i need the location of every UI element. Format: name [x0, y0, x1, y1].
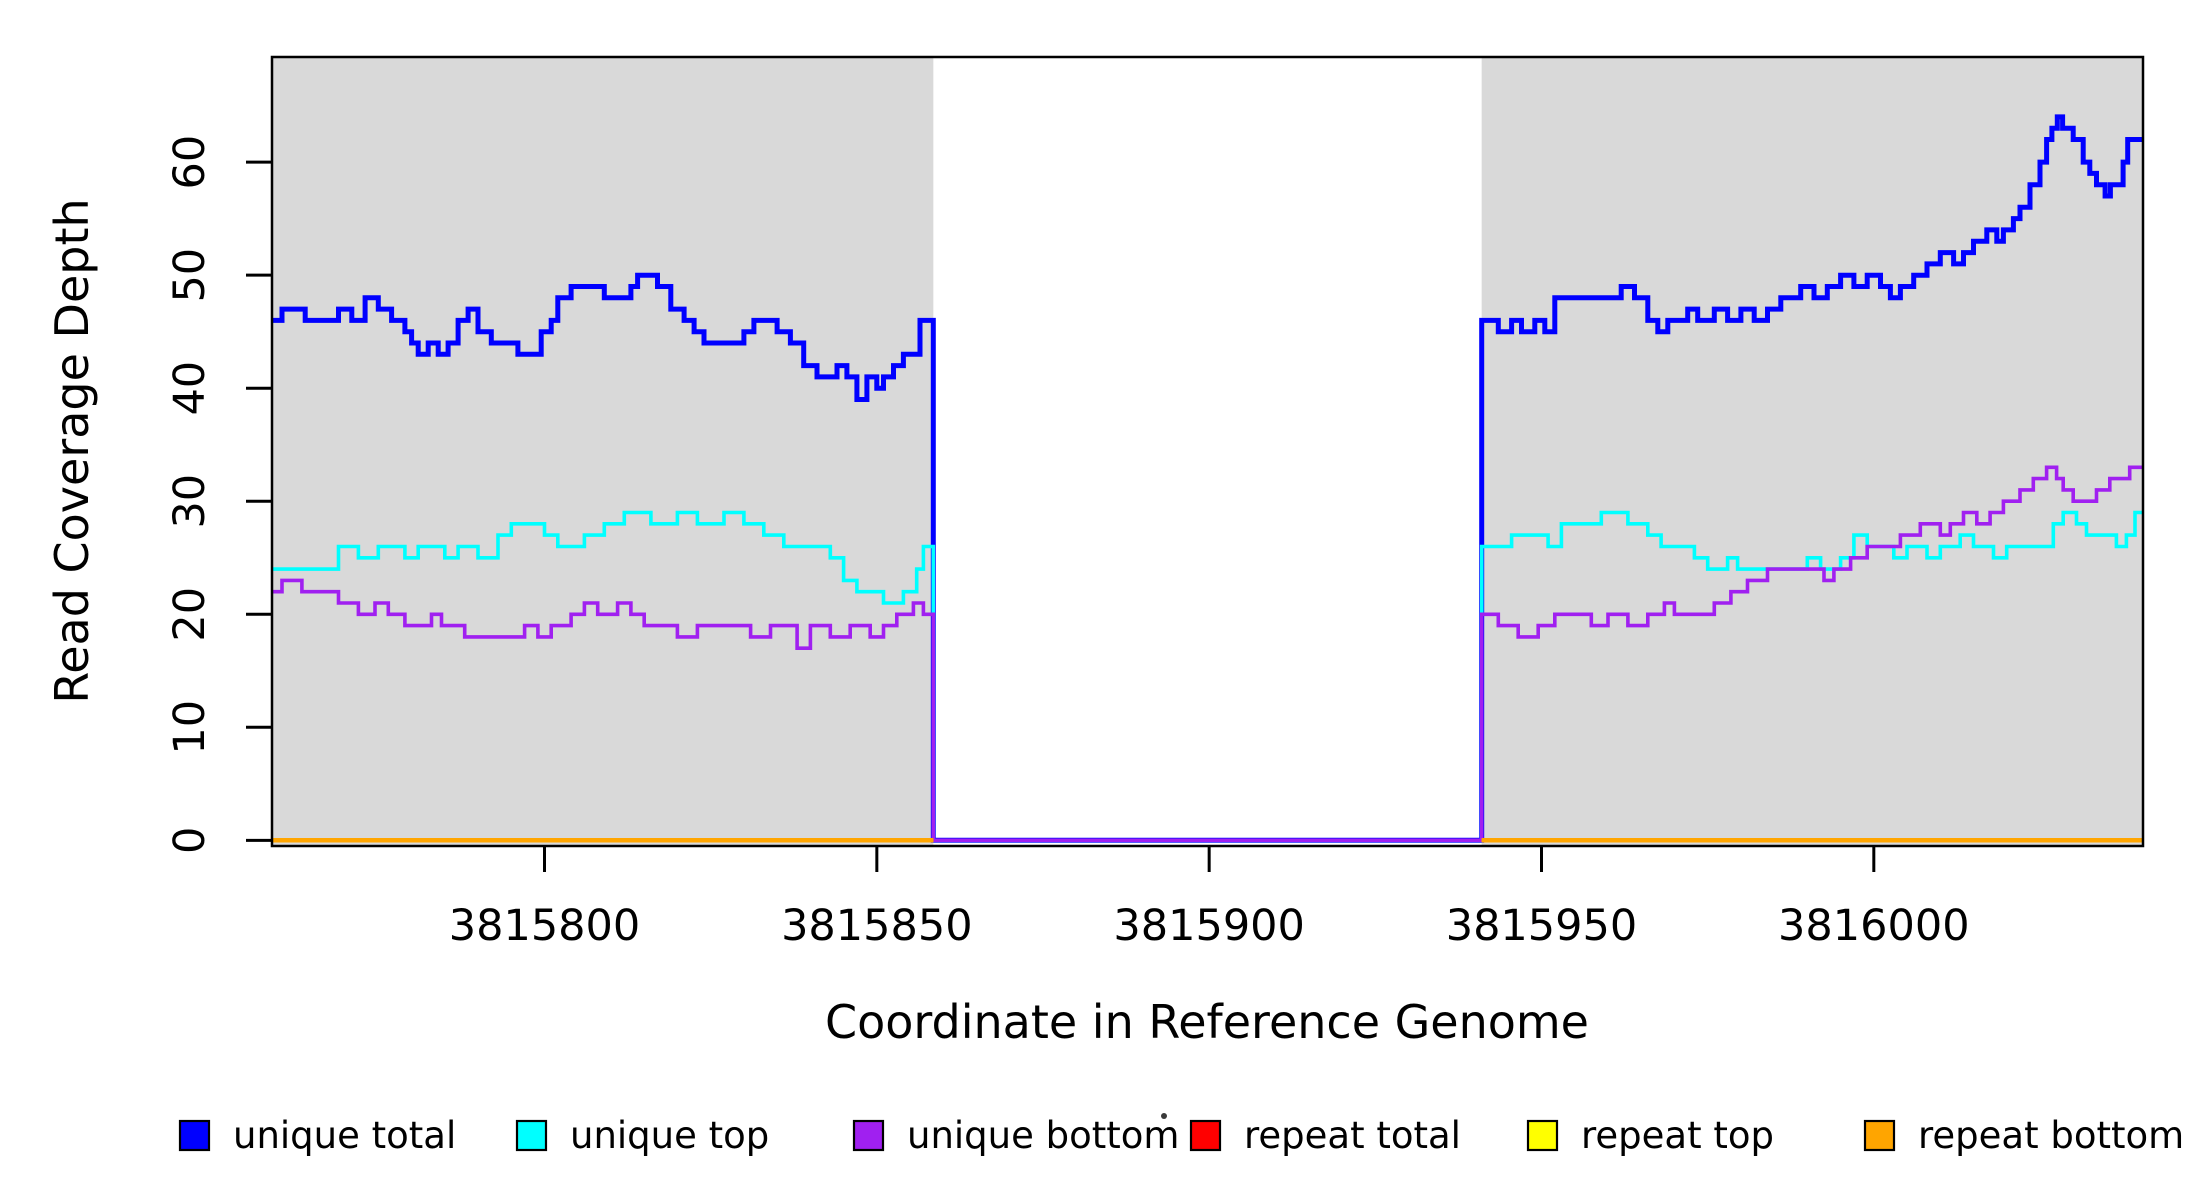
legend-label: repeat bottom: [1918, 1114, 2184, 1157]
legend-label: unique top: [570, 1114, 769, 1157]
y-tick-label-20: 20: [165, 587, 215, 642]
legend-item-unique-top: unique top: [515, 1114, 769, 1157]
plot-box: [270, 55, 2145, 848]
series-line-unique-total-1: [272, 114, 2143, 843]
legend: unique total unique top unique bottom re…: [178, 1114, 2184, 1157]
chart-layer: 3815800 3815850 3815900 3815950 3816000 0 10 20…: [165, 55, 2145, 951]
x-tick-label-3815900: 3815900: [1113, 901, 1305, 951]
y-tick-label-40: 40: [165, 361, 215, 416]
y-tick-label-0: 0: [165, 827, 215, 854]
legend-label: repeat total: [1244, 1114, 1461, 1157]
x-tick-label-3815800: 3815800: [449, 901, 641, 951]
legend-label: unique total: [233, 1114, 456, 1157]
legend-item-repeat-top: repeat top: [1526, 1114, 1774, 1157]
y-axis-title: Read Coverage Depth: [45, 198, 99, 703]
x-axis-title: Coordinate in Reference Genome: [825, 995, 1589, 1049]
series-line-unique-bottom-1: [272, 465, 2143, 843]
y-tick-label-50: 50: [165, 248, 215, 303]
legend-item-unique-bottom: unique bottom: [852, 1114, 1179, 1157]
y-tick-label-60: 60: [165, 135, 215, 190]
repeat-region-shading-2: [1481, 57, 2143, 846]
x-tick-label-3815850: 3815850: [781, 901, 973, 951]
legend-label: unique bottom: [907, 1114, 1179, 1157]
repeat-bottom-swatch-icon: [1863, 1119, 1896, 1152]
legend-item-repeat-total: repeat total: [1189, 1114, 1461, 1157]
unique-bottom-swatch-icon: [852, 1119, 885, 1152]
legend-item-repeat-bottom: repeat bottom: [1863, 1114, 2184, 1157]
repeat-top-swatch-icon: [1526, 1119, 1559, 1152]
y-tick-label-10: 10: [165, 700, 215, 755]
x-tick-label-3816000: 3816000: [1778, 901, 1970, 951]
repeat-total-swatch-icon: [1189, 1119, 1222, 1152]
legend-label: repeat top: [1581, 1114, 1774, 1157]
series-line-unique-top-1: [272, 510, 2143, 843]
repeat-region-shading-1: [272, 57, 934, 846]
x-tick-label-3815950: 3815950: [1446, 901, 1638, 951]
unique-top-swatch-icon: [515, 1119, 548, 1152]
unique-total-swatch-icon: [178, 1119, 211, 1152]
y-tick-label-30: 30: [165, 474, 215, 529]
stray-dot-artifact: [1161, 1113, 1167, 1119]
legend-item-unique-total: unique total: [178, 1114, 456, 1157]
